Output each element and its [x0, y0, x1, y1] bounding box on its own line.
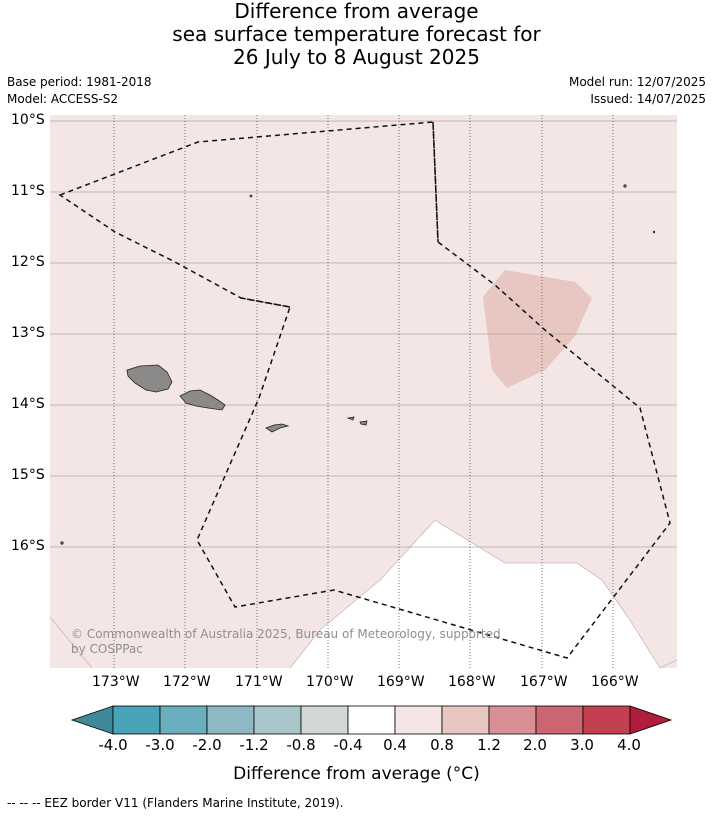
colorbar-segment [253, 705, 302, 735]
lon-label-168w: 168°W [448, 674, 496, 690]
eez-legend: -- -- -- EEZ border V11 (Flanders Marine… [7, 796, 344, 810]
eez-borders [58, 121, 671, 659]
colorbar-segment [112, 705, 161, 735]
colorbar-tick-12: 4.0 [617, 736, 641, 754]
tutuila-island [265, 423, 290, 433]
lat-label-16s: 16°S [11, 538, 45, 554]
model-name: Model: ACCESS-S2 [7, 92, 119, 106]
colorbar-segment [441, 705, 490, 735]
colorbar-tick-5: -0.8 [286, 736, 316, 754]
colorbar-segment [206, 705, 255, 735]
lon-label-172w: 172°W [163, 674, 211, 690]
tau-island [359, 420, 368, 426]
colorbar-segment [300, 705, 349, 735]
islet-3 [652, 230, 656, 234]
colorbar-tick-7: 0.4 [383, 736, 407, 754]
colorbar-tick-1: -4.0 [98, 736, 128, 754]
islet-2 [623, 184, 627, 188]
colorbar-extend-low [70, 705, 114, 735]
neutral-anomaly-region [290, 520, 660, 668]
lat-label-13s: 13°S [11, 325, 45, 341]
eez-border-american-samoa [240, 121, 439, 308]
map-title: Difference from average sea surface temp… [0, 0, 713, 69]
colorbar-segment [347, 705, 396, 735]
issued-date: Issued: 14/07/2025 [590, 92, 706, 106]
lon-label-169w: 169°W [377, 674, 425, 690]
colorbar-tick-8: 0.8 [430, 736, 454, 754]
lon-label-170w: 170°W [306, 674, 354, 690]
title-line-3: 26 July to 8 August 2025 [233, 45, 480, 69]
title-line-1: Difference from average [234, 0, 479, 23]
colorbar-tick-10: 2.0 [523, 736, 547, 754]
upolu-island [179, 389, 226, 411]
colorbar-tick-6: -0.4 [333, 736, 363, 754]
title-line-2: sea surface temperature forecast for [172, 22, 541, 46]
lon-label-166w: 166°W [591, 674, 639, 690]
neutral-region-border [49, 519, 678, 669]
lon-label-173w: 173°W [92, 674, 140, 690]
colorbar [70, 705, 673, 735]
colorbar-tick-3: -2.0 [192, 736, 222, 754]
colorbar-title: Difference from average (°C) [233, 764, 480, 784]
colorbar-tick-11: 3.0 [570, 736, 594, 754]
lat-label-15s: 15°S [11, 467, 45, 483]
meta-left: Base period: 1981-2018 Model: ACCESS-S2 [7, 74, 152, 108]
land-islands [60, 184, 656, 545]
colorbar-segment [394, 705, 443, 735]
lon-label-171w: 171°W [235, 674, 283, 690]
islet-4 [60, 541, 64, 545]
meta-right: Model run: 12/07/2025 Issued: 14/07/2025 [569, 74, 706, 108]
lon-label-167w: 167°W [520, 674, 568, 690]
colorbar-segment [488, 705, 537, 735]
lat-label-14s: 14°S [11, 396, 45, 412]
model-run: Model run: 12/07/2025 [568, 75, 706, 89]
longitude-gridlines [113, 115, 614, 668]
colorbar-segment [535, 705, 584, 735]
colorbar-tick-9: 1.2 [477, 736, 501, 754]
colorbar-tick-4: -1.2 [239, 736, 269, 754]
colorbar-segment [582, 705, 631, 735]
latitude-gridlines [50, 120, 677, 548]
lat-label-12s: 12°S [11, 254, 45, 270]
copyright-line-1: © Commonwealth of Australia 2025, Bureau… [71, 627, 501, 641]
ofu-island [346, 416, 355, 421]
colorbar-segment [159, 705, 208, 735]
colorbar-extend-high [629, 705, 673, 735]
savaii-island [126, 364, 173, 393]
lat-label-10s: 10°S [11, 112, 45, 128]
base-period: Base period: 1981-2018 [7, 75, 152, 89]
copyright-line-2: by COSPPac [71, 642, 143, 656]
colorbar-tick-2: -3.0 [145, 736, 175, 754]
islet-1 [249, 194, 253, 198]
lat-label-11s: 11°S [11, 183, 45, 199]
